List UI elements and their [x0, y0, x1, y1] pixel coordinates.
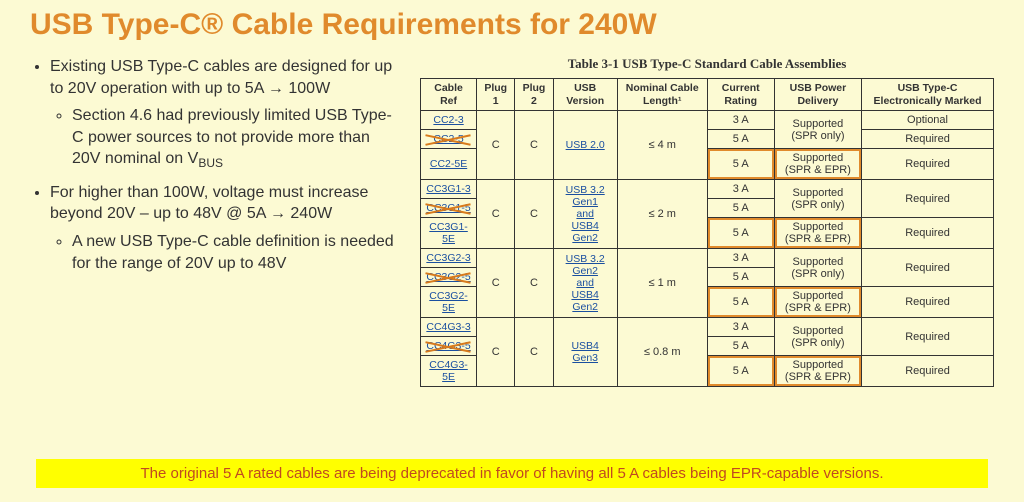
- bullet-1a-sub: BUS: [198, 157, 223, 171]
- current-cell: 3 A: [707, 180, 774, 199]
- current-cell: 3 A: [707, 318, 774, 337]
- pd-cell: Supported (SPR & EPR): [774, 149, 861, 180]
- table-row: CC4G3-3CCUSB4 Gen3≤ 0.8 m3 ASupported (S…: [421, 318, 994, 337]
- table-header-cell: USB Version: [553, 79, 617, 111]
- pd-cell: Supported (SPR only): [774, 318, 861, 356]
- length-cell: ≤ 1 m: [617, 249, 707, 318]
- marked-cell: Required: [862, 318, 994, 356]
- cable-ref-cell: CC3G1-5: [421, 199, 477, 218]
- cable-ref-cell: CC3G1-3: [421, 180, 477, 199]
- marked-cell: Required: [862, 130, 994, 149]
- cable-ref-cell: CC4G3-5E: [421, 356, 477, 387]
- current-cell: 3 A: [707, 249, 774, 268]
- pd-cell: Supported (SPR & EPR): [774, 356, 861, 387]
- current-cell: 5 A: [707, 356, 774, 387]
- pd-cell: Supported (SPR only): [774, 249, 861, 287]
- marked-cell: Required: [862, 287, 994, 318]
- table-header-row: Cable RefPlug 1Plug 2USB VersionNominal …: [421, 79, 994, 111]
- bullet-2a: A new USB Type-C cable definition is nee…: [72, 231, 400, 274]
- cable-ref-cell: CC2-3: [421, 111, 477, 130]
- plug2-cell: C: [515, 111, 553, 180]
- current-cell: 5 A: [707, 218, 774, 249]
- marked-cell: Required: [862, 249, 994, 287]
- plug2-cell: C: [515, 249, 553, 318]
- bullet-1a: Section 4.6 had previously limited USB T…: [72, 105, 400, 172]
- usb-version-cell: USB 3.2 Gen1andUSB4 Gen2: [553, 180, 617, 249]
- current-cell: 5 A: [707, 337, 774, 356]
- cable-ref-cell: CC4G3-3: [421, 318, 477, 337]
- current-cell: 5 A: [707, 149, 774, 180]
- bullet-1-text: Existing USB Type-C cables are designed …: [50, 58, 392, 97]
- bullet-1a-text: Section 4.6 had previously limited USB T…: [72, 107, 392, 167]
- marked-cell: Required: [862, 218, 994, 249]
- current-cell: 5 A: [707, 199, 774, 218]
- current-cell: 5 A: [707, 130, 774, 149]
- cable-table: Cable RefPlug 1Plug 2USB VersionNominal …: [420, 78, 994, 387]
- pd-cell: Supported (SPR & EPR): [774, 287, 861, 318]
- cable-ref-cell: CC3G1-5E: [421, 218, 477, 249]
- content-row: Existing USB Type-C cables are designed …: [30, 56, 994, 387]
- pd-cell: Supported (SPR only): [774, 111, 861, 149]
- marked-cell: Required: [862, 356, 994, 387]
- table-header-cell: USB Type-C Electronically Marked: [862, 79, 994, 111]
- table-header-cell: Plug 2: [515, 79, 553, 111]
- cable-ref-cell: CC2-5E: [421, 149, 477, 180]
- table-header-cell: Cable Ref: [421, 79, 477, 111]
- plug2-cell: C: [515, 180, 553, 249]
- pd-cell: Supported (SPR only): [774, 180, 861, 218]
- usb-version-cell: USB 3.2 Gen2andUSB4 Gen2: [553, 249, 617, 318]
- current-cell: 5 A: [707, 287, 774, 318]
- bullet-1: Existing USB Type-C cables are designed …: [50, 56, 400, 172]
- cable-ref-cell: CC2-5: [421, 130, 477, 149]
- table-row: CC3G2-3CCUSB 3.2 Gen2andUSB4 Gen2≤ 1 m3 …: [421, 249, 994, 268]
- marked-cell: Required: [862, 180, 994, 218]
- cable-ref-cell: CC4G3-5: [421, 337, 477, 356]
- table-row: CC2-3CCUSB 2.0≤ 4 m3 ASupported (SPR onl…: [421, 111, 994, 130]
- table-header-cell: USB Power Delivery: [774, 79, 861, 111]
- footer-banner: The original 5 A rated cables are being …: [36, 459, 988, 488]
- plug2-cell: C: [515, 318, 553, 387]
- length-cell: ≤ 4 m: [617, 111, 707, 180]
- table-header-cell: Plug 1: [477, 79, 515, 111]
- plug1-cell: C: [477, 180, 515, 249]
- plug1-cell: C: [477, 111, 515, 180]
- current-cell: 5 A: [707, 268, 774, 287]
- cable-ref-cell: CC3G2-3: [421, 249, 477, 268]
- marked-cell: Required: [862, 149, 994, 180]
- current-cell: 3 A: [707, 111, 774, 130]
- table-row: CC3G1-3CCUSB 3.2 Gen1andUSB4 Gen2≤ 2 m3 …: [421, 180, 994, 199]
- cable-ref-cell: CC3G2-5: [421, 268, 477, 287]
- bullet-2: For higher than 100W, voltage must incre…: [50, 182, 400, 274]
- table-container: Table 3-1 USB Type-C Standard Cable Asse…: [420, 56, 994, 387]
- plug1-cell: C: [477, 318, 515, 387]
- plug1-cell: C: [477, 249, 515, 318]
- table-caption: Table 3-1 USB Type-C Standard Cable Asse…: [420, 56, 994, 72]
- length-cell: ≤ 2 m: [617, 180, 707, 249]
- table-header-cell: Nominal Cable Length¹: [617, 79, 707, 111]
- usb-version-cell: USB4 Gen3: [553, 318, 617, 387]
- cable-ref-cell: CC3G2-5E: [421, 287, 477, 318]
- bullet-list: Existing USB Type-C cables are designed …: [30, 56, 400, 284]
- bullet-2-text: For higher than 100W, voltage must incre…: [50, 184, 368, 223]
- pd-cell: Supported (SPR & EPR): [774, 218, 861, 249]
- marked-cell: Optional: [862, 111, 994, 130]
- slide-title: USB Type-C® Cable Requirements for 240W: [30, 8, 994, 42]
- table-header-cell: Current Rating: [707, 79, 774, 111]
- usb-version-cell: USB 2.0: [553, 111, 617, 180]
- length-cell: ≤ 0.8 m: [617, 318, 707, 387]
